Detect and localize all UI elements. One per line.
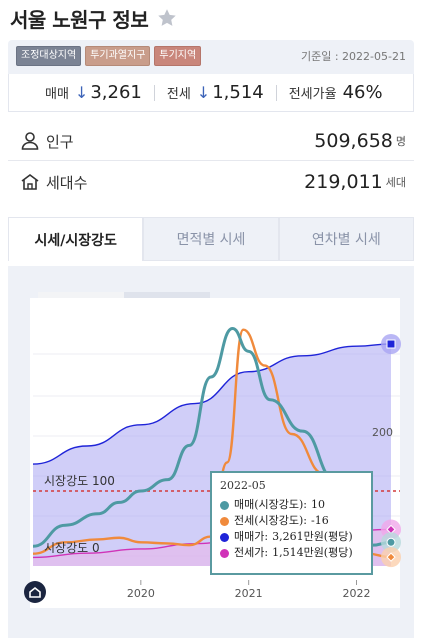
tooltip-value: 3,261만원(평당) bbox=[272, 530, 353, 543]
tooltip-value: 10 bbox=[311, 498, 326, 511]
logo-icon bbox=[29, 586, 41, 598]
legend-dot bbox=[220, 548, 229, 558]
x-tick-label: 2020 bbox=[127, 587, 155, 600]
sale-price-value: 3,261 bbox=[90, 82, 142, 103]
legend-dot bbox=[220, 500, 229, 510]
region-info-card: 조정대상지역 투기과열지구 투기지역 기준일 : 2022-05-21 매매 ↓… bbox=[8, 40, 414, 112]
households-label: 세대수 bbox=[46, 173, 88, 192]
star-icon[interactable] bbox=[156, 7, 178, 29]
sale-price: 매매 ↓ 3,261 bbox=[45, 82, 142, 103]
tag-overheated-area: 투기과열지구 bbox=[85, 46, 151, 66]
households-row: 세대수 219,011 세대 bbox=[20, 171, 406, 193]
info-tabs: 시세/시장강도 면적별 시세 연차별 시세 bbox=[8, 217, 414, 261]
population-value: 509,658 bbox=[314, 130, 393, 152]
tooltip-label: 매매가: bbox=[234, 530, 269, 543]
person-icon bbox=[21, 132, 39, 150]
tag-speculation-area: 투기지역 bbox=[154, 46, 202, 66]
legend-dot bbox=[220, 516, 229, 526]
tooltip-date: 2022-05 bbox=[220, 479, 266, 492]
app-logo bbox=[24, 581, 46, 603]
region-tags: 조정대상지역 투기과열지구 투기지역 bbox=[16, 46, 202, 66]
chart-tooltip: 2022-05 매매(시장강도): 10 전세(시장강도): -16 매매가: … bbox=[210, 471, 373, 575]
tooltip-label: 전세(시장강도): bbox=[234, 514, 308, 527]
legend-dot bbox=[220, 532, 229, 542]
jeonse-ratio: 전세가율 46% bbox=[289, 82, 383, 103]
tooltip-value: -16 bbox=[311, 514, 329, 527]
x-tick-label: 2022 bbox=[342, 587, 370, 600]
divider bbox=[8, 160, 414, 161]
tab-age-price[interactable]: 연차별 시세 bbox=[278, 217, 414, 261]
price-summary: 매매 ↓ 3,261 전세 ↓ 1,514 전세가율 46% bbox=[8, 74, 414, 112]
market-chart[interactable]: 시장강도 100 시장강도 0 200 2020 2021 2022 bbox=[8, 266, 414, 638]
population-label: 인구 bbox=[46, 132, 74, 151]
tab-price-strength[interactable]: 시세/시장강도 bbox=[8, 217, 144, 261]
tooltip-row: 매매가: 3,261만원(평당) bbox=[220, 529, 363, 545]
x-tick-label: 2021 bbox=[235, 587, 263, 600]
divider bbox=[153, 84, 155, 101]
population-row: 인구 509,658 명 bbox=[20, 130, 406, 152]
sale-strength-marker bbox=[386, 537, 396, 547]
arrow-down-icon: ↓ bbox=[196, 83, 211, 102]
divider bbox=[275, 84, 277, 101]
tag-adjustment-area: 조정대상지역 bbox=[16, 46, 82, 66]
strength-100-label: 시장강도 100 bbox=[44, 474, 115, 488]
tooltip-value: 1,514만원(평당) bbox=[272, 546, 353, 559]
page-header: 서울 노원구 정보 bbox=[10, 4, 178, 32]
jeonse-strength-marker bbox=[386, 552, 396, 562]
strength-200-label: 200 bbox=[372, 426, 393, 439]
page-title: 서울 노원구 정보 bbox=[10, 7, 149, 32]
jeonse-ratio-value: 46% bbox=[342, 82, 383, 103]
house-icon bbox=[21, 174, 39, 190]
sale-price-marker bbox=[386, 339, 396, 349]
sale-price-line bbox=[32, 343, 392, 465]
jeonse-ratio-label: 전세가율 bbox=[288, 87, 337, 102]
base-date: 기준일 : 2022-05-21 bbox=[301, 50, 406, 63]
arrow-down-icon: ↓ bbox=[74, 83, 89, 102]
strength-0-label: 시장강도 0 bbox=[44, 541, 100, 555]
jeonse-price-label: 전세 bbox=[166, 87, 191, 102]
sale-price-label: 매매 bbox=[45, 87, 69, 102]
jeonse-price-value: 1,514 bbox=[212, 82, 264, 103]
tooltip-label: 매매(시장강도): bbox=[234, 498, 308, 511]
tooltip-row: 전세(시장강도): -16 bbox=[220, 513, 363, 529]
tooltip-label: 전세가: bbox=[234, 546, 269, 559]
tab-area-price[interactable]: 면적별 시세 bbox=[143, 217, 279, 261]
jeonse-price: 전세 ↓ 1,514 bbox=[167, 82, 264, 103]
population-unit: 명 bbox=[395, 135, 406, 148]
tooltip-row: 매매(시장강도): 10 bbox=[220, 497, 363, 513]
tooltip-row: 전세가: 1,514만원(평당) bbox=[220, 545, 363, 561]
households-value: 219,011 bbox=[304, 171, 383, 193]
households-unit: 세대 bbox=[385, 176, 406, 189]
